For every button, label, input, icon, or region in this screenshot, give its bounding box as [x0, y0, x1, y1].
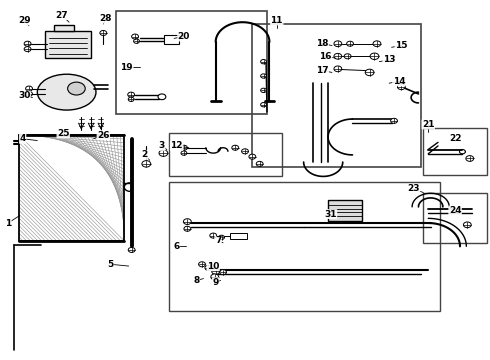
- Circle shape: [249, 154, 256, 159]
- Circle shape: [397, 84, 405, 90]
- Ellipse shape: [37, 74, 96, 110]
- Bar: [54, 25, 74, 31]
- Circle shape: [334, 53, 342, 59]
- Bar: [164, 36, 179, 44]
- Bar: [116, 12, 267, 114]
- Circle shape: [158, 94, 166, 100]
- Bar: [252, 24, 421, 167]
- Text: 6: 6: [173, 242, 180, 251]
- Text: 3: 3: [159, 141, 165, 150]
- Circle shape: [346, 41, 353, 46]
- Text: 9: 9: [213, 278, 219, 287]
- Circle shape: [370, 53, 379, 59]
- Text: 1: 1: [5, 219, 11, 228]
- Text: 24: 24: [449, 206, 462, 215]
- Text: 8: 8: [193, 276, 199, 285]
- Circle shape: [334, 66, 342, 72]
- Circle shape: [24, 46, 31, 51]
- Text: 4: 4: [20, 134, 26, 143]
- Circle shape: [25, 91, 32, 96]
- Text: 12: 12: [171, 141, 183, 150]
- Circle shape: [180, 145, 187, 150]
- Circle shape: [25, 86, 32, 91]
- Circle shape: [142, 161, 151, 167]
- Bar: [169, 182, 441, 311]
- Circle shape: [261, 103, 267, 107]
- Text: 15: 15: [395, 41, 408, 50]
- Circle shape: [134, 39, 140, 43]
- Circle shape: [261, 88, 267, 93]
- Circle shape: [159, 150, 168, 156]
- Bar: [19, 135, 124, 241]
- Text: 29: 29: [18, 16, 30, 25]
- Text: 19: 19: [121, 63, 133, 72]
- Circle shape: [219, 235, 224, 239]
- Circle shape: [128, 247, 135, 252]
- Text: 5: 5: [107, 260, 114, 269]
- Text: 17: 17: [316, 66, 328, 75]
- Bar: [328, 200, 362, 221]
- Circle shape: [466, 156, 474, 161]
- Circle shape: [464, 222, 471, 228]
- Circle shape: [211, 274, 219, 280]
- Text: 20: 20: [178, 32, 190, 41]
- Bar: [169, 134, 282, 176]
- Circle shape: [365, 69, 374, 76]
- Circle shape: [128, 92, 135, 97]
- Circle shape: [210, 233, 217, 238]
- Text: 18: 18: [316, 39, 328, 48]
- Circle shape: [183, 219, 191, 225]
- Circle shape: [212, 269, 220, 274]
- Circle shape: [184, 226, 191, 231]
- Circle shape: [198, 262, 205, 267]
- Circle shape: [261, 59, 267, 64]
- Circle shape: [232, 145, 239, 150]
- Circle shape: [391, 118, 397, 123]
- Text: 2: 2: [142, 150, 148, 159]
- Text: 26: 26: [97, 131, 110, 140]
- Text: 11: 11: [270, 16, 283, 25]
- Text: 10: 10: [207, 262, 220, 271]
- Text: 21: 21: [422, 120, 435, 129]
- Bar: [423, 128, 487, 175]
- Circle shape: [261, 74, 267, 78]
- Text: 28: 28: [99, 14, 112, 23]
- Circle shape: [100, 31, 107, 36]
- Text: 7: 7: [215, 237, 221, 246]
- Circle shape: [344, 54, 351, 59]
- Circle shape: [128, 97, 134, 102]
- Text: 14: 14: [392, 77, 405, 86]
- Circle shape: [181, 151, 187, 155]
- Bar: [19, 135, 124, 241]
- Text: 16: 16: [319, 52, 332, 61]
- Circle shape: [132, 34, 139, 39]
- Circle shape: [68, 82, 85, 95]
- Circle shape: [24, 41, 31, 46]
- Text: 30: 30: [18, 91, 30, 100]
- Circle shape: [242, 149, 248, 154]
- Circle shape: [334, 41, 342, 46]
- Circle shape: [205, 265, 212, 270]
- Text: 31: 31: [324, 210, 337, 219]
- Text: 23: 23: [407, 184, 420, 193]
- Bar: [423, 193, 487, 243]
- Text: 25: 25: [57, 129, 70, 138]
- Bar: [45, 31, 91, 58]
- Text: 22: 22: [449, 134, 462, 143]
- Bar: [230, 233, 247, 239]
- Circle shape: [220, 270, 226, 275]
- Circle shape: [256, 161, 263, 166]
- Circle shape: [373, 41, 381, 46]
- Text: 27: 27: [55, 10, 68, 19]
- Text: 13: 13: [383, 55, 395, 64]
